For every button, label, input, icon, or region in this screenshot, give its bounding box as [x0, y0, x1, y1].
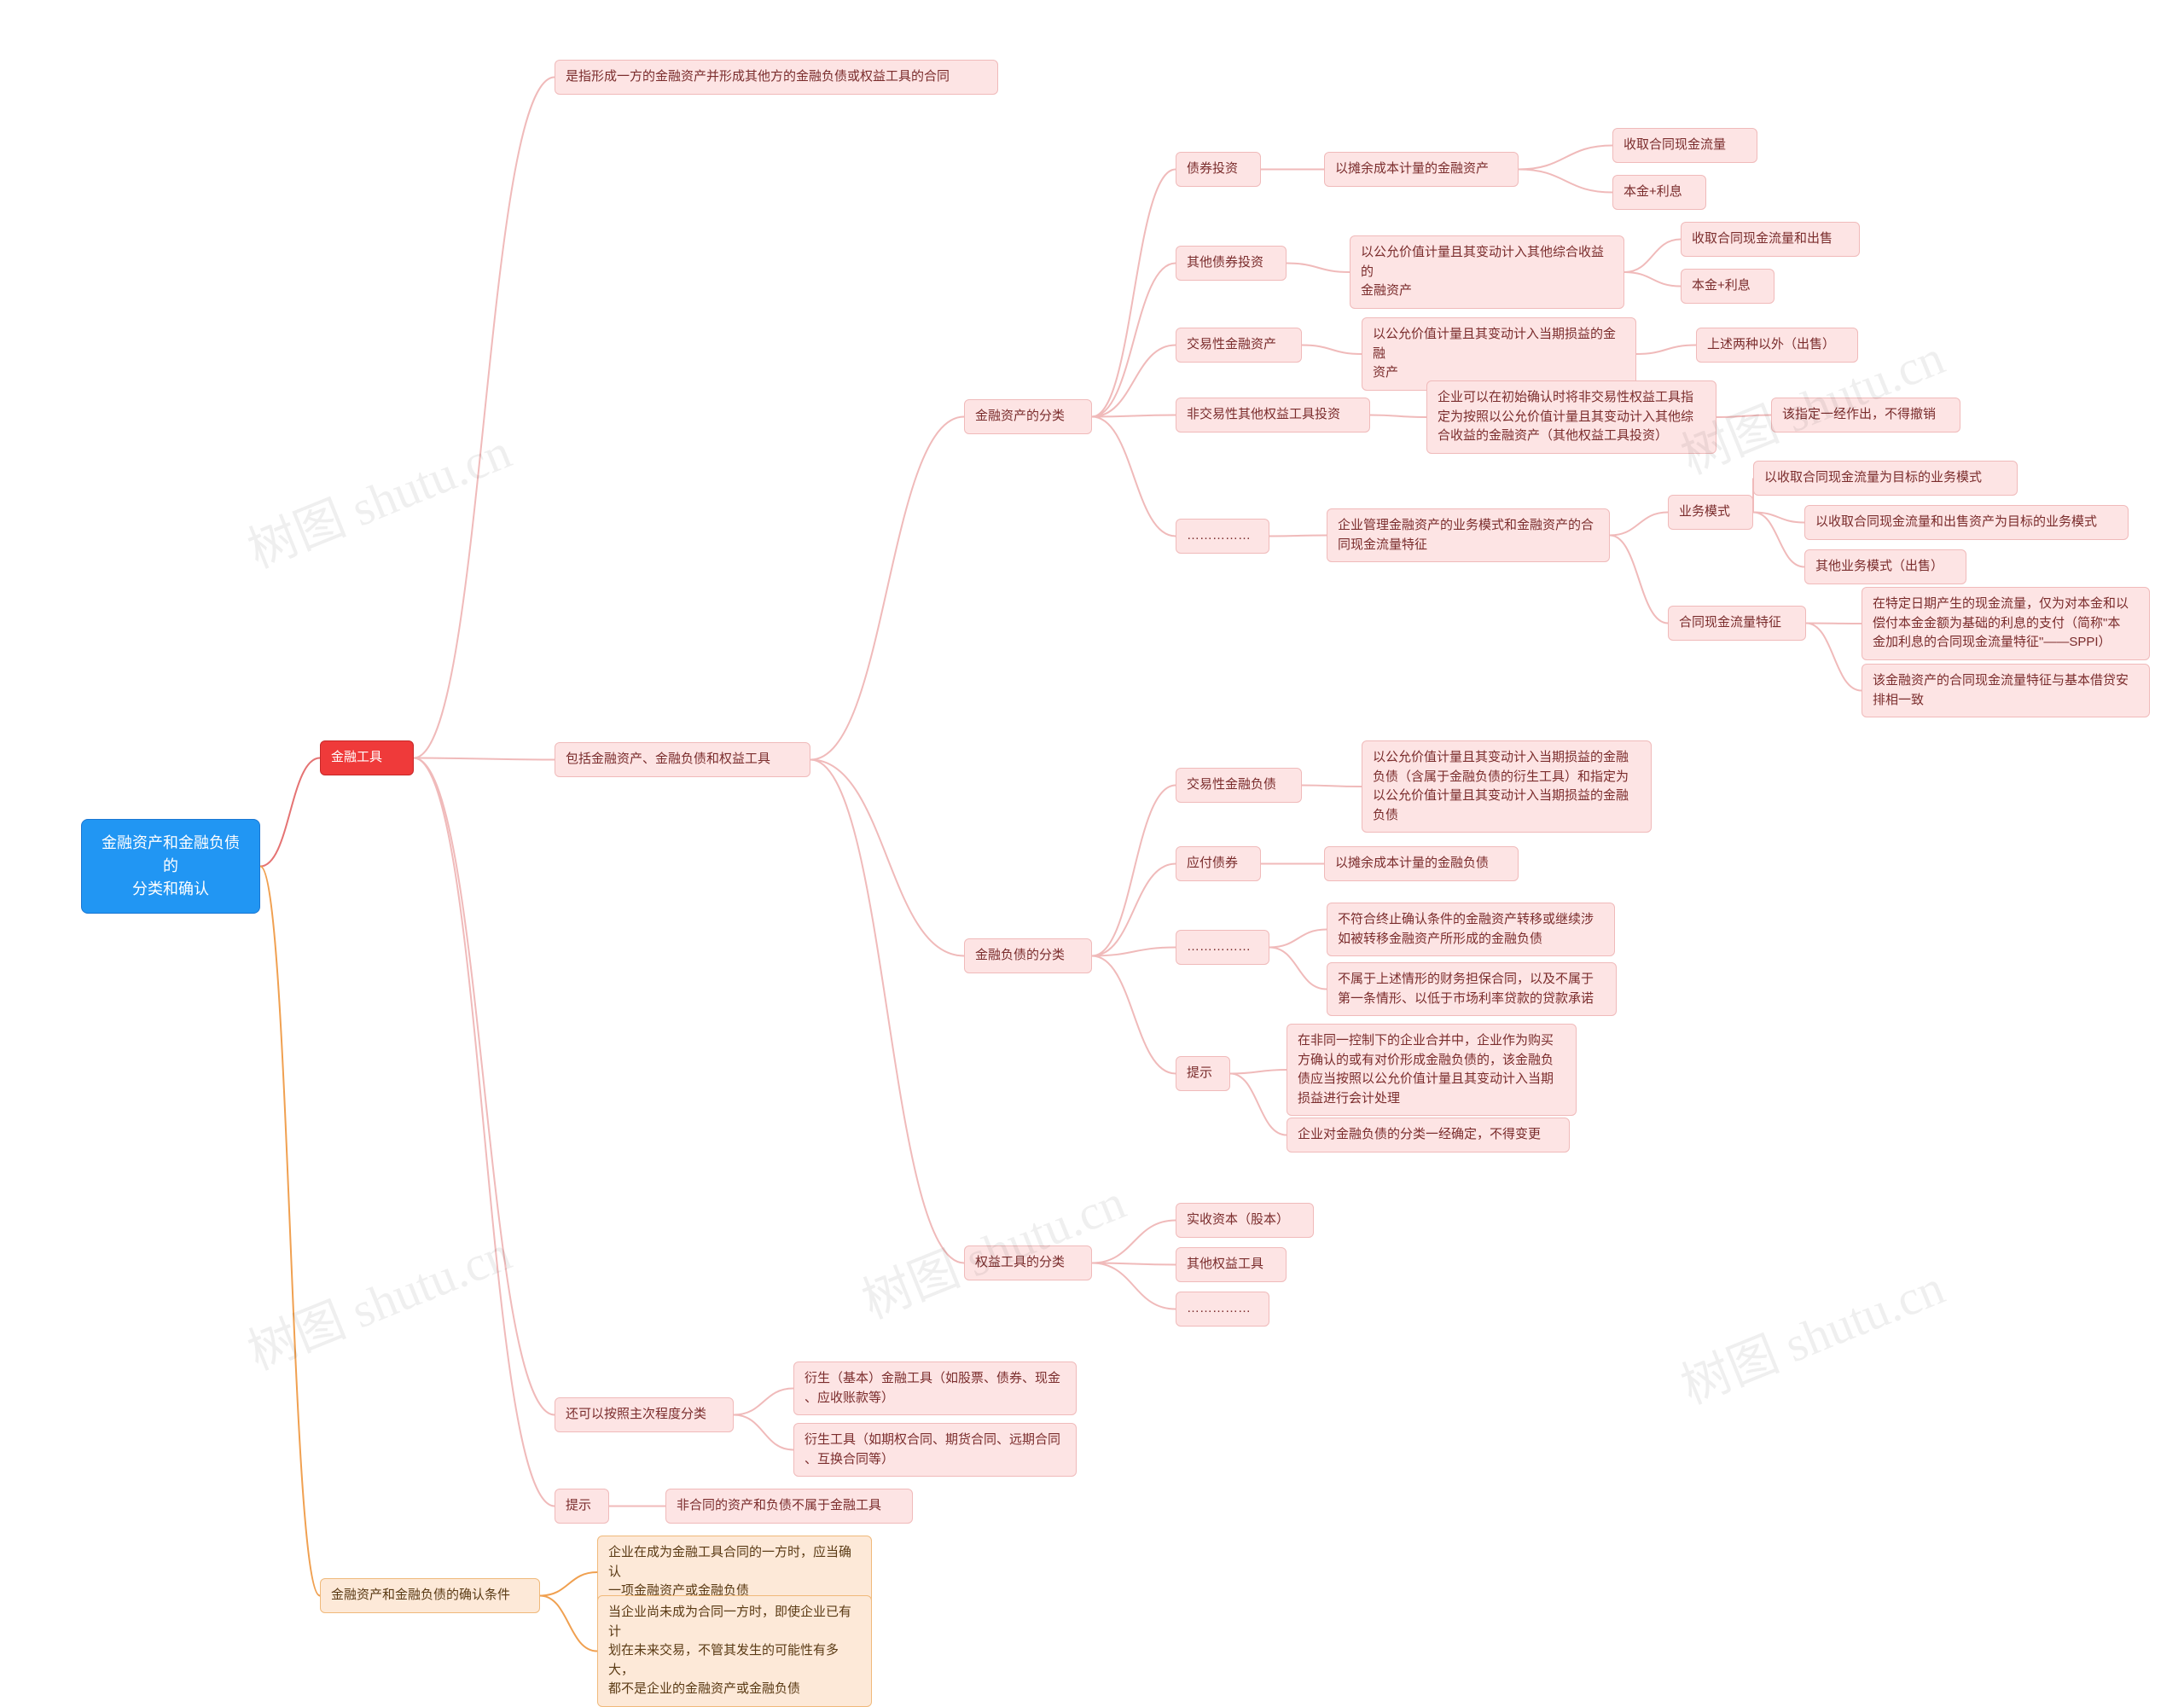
b1-child-b1c3[interactable]: 还可以按照主次程度分类 [555, 1397, 734, 1432]
b1c2-child-fl[interactable]: 金融负债的分类 [964, 938, 1092, 973]
watermark-0: 树图 shutu.cn [235, 411, 520, 582]
fa-child-fa4[interactable]: 非交易性其他权益工具投资 [1176, 398, 1370, 433]
connector-fa-fa4 [1092, 415, 1176, 417]
connector-fl3-fl3a [1269, 930, 1327, 948]
connector-fa2a-fa2a1 [1624, 240, 1681, 273]
fa5b-child-fa5b1[interactable]: 以收取合同现金流量为目标的业务模式 [1753, 461, 2018, 496]
fl4-child-fl4a[interactable]: 在非同一控制下的企业合并中，企业作为购买方确认的或有对价形成金融负债的，该金融负… [1287, 1024, 1577, 1116]
connector-eq-eq2 [1092, 1263, 1176, 1265]
fa3-child-fa3a[interactable]: 以公允价值计量且其变动计入当期损益的金融资产 [1362, 317, 1636, 391]
connector-eq-eq1 [1092, 1221, 1176, 1263]
fa1-child-fa1a[interactable]: 以摊余成本计量的金融资产 [1324, 152, 1519, 187]
connector-fl-fl1 [1092, 786, 1176, 956]
fa4-child-fa4a[interactable]: 企业可以在初始确认时将非交易性权益工具指定为按照以公允价值计量且其变动计入其他综… [1426, 380, 1716, 454]
b2-child-b2c2[interactable]: 当企业尚未成为合同一方时，即使企业已有计划在未来交易，不管其发生的可能性有多大，… [597, 1595, 872, 1707]
connector-b1c3-b1c3a [734, 1389, 793, 1415]
connector-fa1a-fa1a2 [1519, 170, 1612, 193]
fa-child-fa2[interactable]: 其他债券投资 [1176, 246, 1287, 281]
connector-fa5a-fa5c [1610, 536, 1668, 624]
eq-child-eq1[interactable]: 实收资本（股本） [1176, 1203, 1314, 1238]
connector-b1c2-eq [810, 760, 964, 1263]
fa5c-child-fa5c1[interactable]: 在特定日期产生的现金流量，仅为对本金和以偿付本金金额为基础的利息的支付（简称"本… [1862, 587, 2150, 660]
fa-child-fa5[interactable]: …………… [1176, 519, 1269, 554]
fa5-child-fa5a[interactable]: 企业管理金融资产的业务模式和金融资产的合同现金流量特征 [1327, 508, 1610, 562]
fa2-child-fa2a2[interactable]: 本金+利息 [1681, 269, 1774, 304]
fl3-child-fl3b[interactable]: 不属于上述情形的财务担保合同，以及不属于第一条情形、以低于市场利率贷款的贷款承诺 [1327, 962, 1617, 1016]
connector-fa5b-fa5b2 [1753, 513, 1804, 523]
connector-fa1a-fa1a1 [1519, 146, 1612, 170]
connector-b1-b1c3 [414, 758, 555, 1415]
connector-b1-b1c4 [414, 758, 555, 1507]
branch-recognition[interactable]: 金融资产和金融负债的确认条件 [320, 1578, 540, 1613]
b1-child-b1c4[interactable]: 提示 [555, 1489, 609, 1524]
mindmap-canvas: 金融资产和金融负债的分类和确认 金融工具 是指形成一方的金融资产并形成其他方的金融负… [0, 0, 2184, 1707]
fa-child-fa3[interactable]: 交易性金融资产 [1176, 328, 1302, 363]
eq-child-eq2[interactable]: 其他权益工具 [1176, 1247, 1287, 1282]
fa1-child-fa1a2[interactable]: 本金+利息 [1612, 175, 1706, 210]
connector-fa-fa5 [1092, 417, 1176, 537]
watermark-4: 树图 shutu.cn [1669, 1247, 1953, 1418]
connector-b1-b1c1 [414, 78, 555, 758]
fl-child-fl3[interactable]: …………… [1176, 930, 1269, 965]
connector-b2-b2c1 [540, 1572, 597, 1596]
b1-child-b1c1[interactable]: 是指形成一方的金融资产并形成其他方的金融负债或权益工具的合同 [555, 60, 998, 95]
b1c2-child-eq[interactable]: 权益工具的分类 [964, 1245, 1092, 1280]
fl1-child-fl1a[interactable]: 以公允价值计量且其变动计入当期损益的金融负债（含属于金融负债的衍生工具）和指定为… [1362, 740, 1652, 833]
connector-fa2-fa2a [1287, 264, 1350, 273]
fa4-child-fa4a1[interactable]: 该指定一经作出，不得撤销 [1771, 398, 1960, 433]
connector-fl4-fl4b [1230, 1074, 1287, 1135]
connector-b1-b1c2 [414, 758, 555, 760]
connector-root-b1 [260, 758, 320, 867]
connector-fa-fa3 [1092, 345, 1176, 417]
connector-fl-fl3 [1092, 948, 1176, 956]
fa5c-child-fa5c2[interactable]: 该金融资产的合同现金流量特征与基本借贷安排相一致 [1862, 664, 2150, 717]
connector-b2-b2c2 [540, 1596, 597, 1652]
connector-fa5c-fa5c2 [1806, 624, 1862, 691]
fa5b-child-fa5b2[interactable]: 以收取合同现金流量和出售资产为目标的业务模式 [1804, 505, 2129, 540]
connector-fa-fa2 [1092, 264, 1176, 417]
branch-financial-instrument[interactable]: 金融工具 [320, 740, 414, 775]
connector-fa5-fa5a [1269, 536, 1327, 537]
connector-fa3-fa3a [1302, 345, 1362, 355]
watermark-1: 树图 shutu.cn [235, 1213, 520, 1384]
fl2-child-fl2a[interactable]: 以摊余成本计量的金融负债 [1324, 846, 1519, 881]
b1c3-child-b1c3a[interactable]: 衍生（基本）金融工具（如股票、债券、现金、应收账款等） [793, 1362, 1077, 1415]
connector-fa4a-fa4a1 [1716, 415, 1771, 418]
connector-fl3-fl3b [1269, 948, 1327, 990]
connector-fa5b-fa5b3 [1753, 513, 1804, 567]
connector-fa5a-fa5b [1610, 513, 1668, 536]
fa5-child-fa5b[interactable]: 业务模式 [1668, 495, 1753, 530]
fl-child-fl4[interactable]: 提示 [1176, 1056, 1230, 1091]
fa2-child-fa2a1[interactable]: 收取合同现金流量和出售 [1681, 222, 1860, 257]
connector-b1c3-b1c3b [734, 1415, 793, 1450]
connector-fa-fa1 [1092, 170, 1176, 417]
connector-fa2a-fa2a2 [1624, 272, 1681, 287]
fa3-child-fa3a1[interactable]: 上述两种以外（出售） [1696, 328, 1858, 363]
fl3-child-fl3a[interactable]: 不符合终止确认条件的金融资产转移或继续涉如被转移金融资产所形成的金融负债 [1327, 903, 1615, 956]
b1-child-b1c2[interactable]: 包括金融资产、金融负债和权益工具 [555, 742, 810, 777]
connector-b1c2-fa [810, 417, 964, 760]
b1c2-child-fa[interactable]: 金融资产的分类 [964, 399, 1092, 434]
connector-fl-fl4 [1092, 956, 1176, 1074]
fa5b-child-fa5b3[interactable]: 其他业务模式（出售） [1804, 549, 1966, 584]
connector-eq-eq3 [1092, 1263, 1176, 1309]
eq-child-eq3[interactable]: …………… [1176, 1292, 1269, 1327]
b1c3-child-b1c3b[interactable]: 衍生工具（如期权合同、期货合同、远期合同、互换合同等） [793, 1423, 1077, 1477]
fa-child-fa1[interactable]: 债券投资 [1176, 152, 1261, 187]
connector-fl-fl2 [1092, 864, 1176, 956]
connector-fa3a-fa3a1 [1636, 345, 1696, 355]
fl4-child-fl4b[interactable]: 企业对金融负债的分类一经确定，不得变更 [1287, 1118, 1570, 1153]
root-node[interactable]: 金融资产和金融负债的分类和确认 [81, 819, 260, 914]
connector-root-b2 [260, 867, 320, 1596]
connector-fl4-fl4a [1230, 1070, 1287, 1074]
connector-fl1-fl1a [1302, 786, 1362, 787]
fl-child-fl1[interactable]: 交易性金融负债 [1176, 768, 1302, 803]
fa5-child-fa5c[interactable]: 合同现金流量特征 [1668, 606, 1806, 641]
connector-fa4-fa4a [1370, 415, 1426, 418]
b1c4-child-b1c4a[interactable]: 非合同的资产和负债不属于金融工具 [665, 1489, 913, 1524]
fa2-child-fa2a[interactable]: 以公允价值计量且其变动计入其他综合收益的金融资产 [1350, 235, 1624, 309]
fa1-child-fa1a1[interactable]: 收取合同现金流量 [1612, 128, 1757, 163]
fl-child-fl2[interactable]: 应付债券 [1176, 846, 1261, 881]
connector-b1c2-fl [810, 760, 964, 956]
